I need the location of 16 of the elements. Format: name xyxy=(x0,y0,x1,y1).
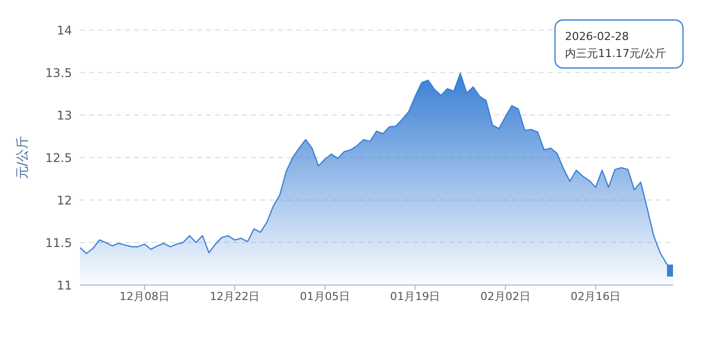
x-tick-label: 12月08日 xyxy=(119,290,170,303)
x-tick-label: 12月22日 xyxy=(210,290,260,303)
y-axis-title: 元/公斤 xyxy=(16,136,31,180)
x-tick-label: 02月02日 xyxy=(480,290,530,303)
y-tick-label: 13 xyxy=(56,108,72,122)
y-tick-label: 12.5 xyxy=(45,150,72,165)
y-tick-label: 12 xyxy=(56,193,72,208)
x-tick-label: 01月19日 xyxy=(390,290,440,303)
y-tick-label: 11.5 xyxy=(45,236,72,250)
x-tick-label: 01月05日 xyxy=(300,290,350,303)
y-tick-label: 14 xyxy=(56,23,72,38)
tooltip-box: 2026-02-28 内三元11.17元/公斤 xyxy=(554,19,684,69)
y-tick-label: 13.5 xyxy=(45,66,72,80)
annotation: 2026-02-28 内三元11.17元/公斤 xyxy=(565,30,666,60)
x-tick-label: 02月16日 xyxy=(570,290,621,303)
y-tick-label: 11 xyxy=(56,278,72,292)
